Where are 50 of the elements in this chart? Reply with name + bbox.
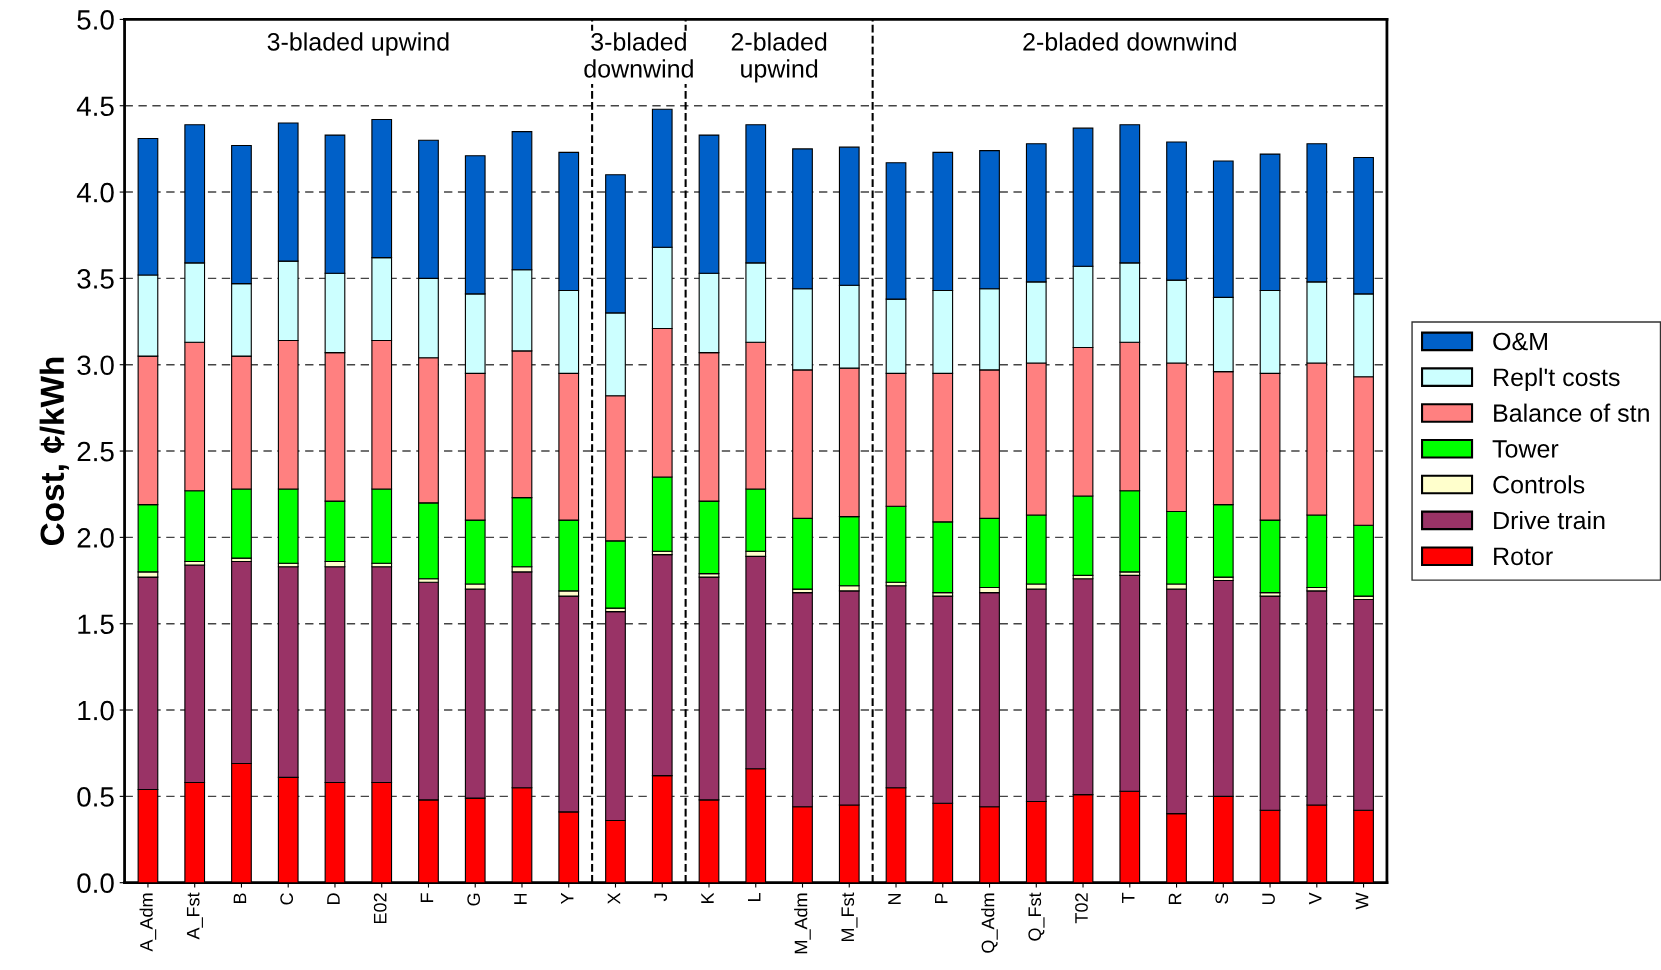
annotation: 2-bladed upwind (731, 32, 827, 83)
x-tick-label: V (1309, 892, 1322, 905)
x-tick-label: P (935, 893, 948, 903)
y-tick-label: 1.0 (78, 700, 114, 721)
y-axis-title: Cost, ¢/kWh (39, 357, 69, 546)
x-tick-label: A_Adm (139, 893, 157, 952)
x-tick-label: R (1168, 893, 1182, 904)
x-tick-label: H (514, 893, 527, 904)
legend-label: O&M (1493, 332, 1547, 351)
legend-label: Balance of stn (1494, 403, 1649, 422)
x-tick-label: J (654, 893, 668, 902)
x-tick-label: Q_Adm (981, 893, 998, 953)
x-tick-label: G (467, 893, 481, 906)
legend-label: Controls (1493, 475, 1585, 494)
legend-label: Drive train (1494, 511, 1605, 530)
y-tick-label: 4.5 (76, 96, 114, 117)
y-tick-label: 3.5 (77, 269, 114, 289)
annotation: 2-bladed downwind (1023, 32, 1236, 51)
y-tick-label: 5.0 (77, 10, 114, 30)
x-tick-label: Q_Fst (1028, 892, 1045, 941)
y-tick-label: 2.5 (77, 441, 114, 462)
y-tick-label: 2.0 (77, 528, 114, 548)
x-tick-label: T (1122, 892, 1135, 904)
annotation: 3-bladed upwind (267, 32, 449, 56)
x-tick-label: L (748, 893, 761, 901)
x-tick-label: U (1262, 893, 1275, 905)
x-tick-label: W (1355, 892, 1369, 910)
x-tick-label: B (233, 893, 247, 903)
legend-label: Rotor (1494, 547, 1553, 566)
legend-label: Repl't costs (1494, 367, 1620, 392)
x-tick-label: M_Adm (794, 893, 811, 954)
y-tick-label: 1.5 (78, 614, 114, 635)
x-tick-label: M_Fst (841, 892, 858, 942)
x-tick-label: N (888, 893, 901, 904)
x-tick-label: F (420, 893, 434, 902)
x-tick-label: K (701, 892, 714, 903)
x-tick-label: A_Fst (186, 892, 203, 940)
x-tick-label: D (327, 893, 340, 904)
x-tick-label: E02 (373, 893, 387, 924)
annotation: 3-bladed downwind (584, 32, 693, 78)
x-tick-label: S (1215, 893, 1229, 904)
y-tick-label: 3.0 (77, 355, 114, 376)
x-tick-label: T02 (1075, 893, 1088, 924)
x-tick-label: C (280, 893, 294, 905)
x-tick-label: X (607, 892, 621, 905)
y-tick-label: 0.0 (77, 873, 114, 894)
y-tick-label: 4.0 (76, 182, 114, 203)
y-tick-label: 0.5 (77, 787, 114, 807)
legend-label: Tower (1492, 440, 1559, 458)
x-tick-label: Y (560, 892, 574, 905)
